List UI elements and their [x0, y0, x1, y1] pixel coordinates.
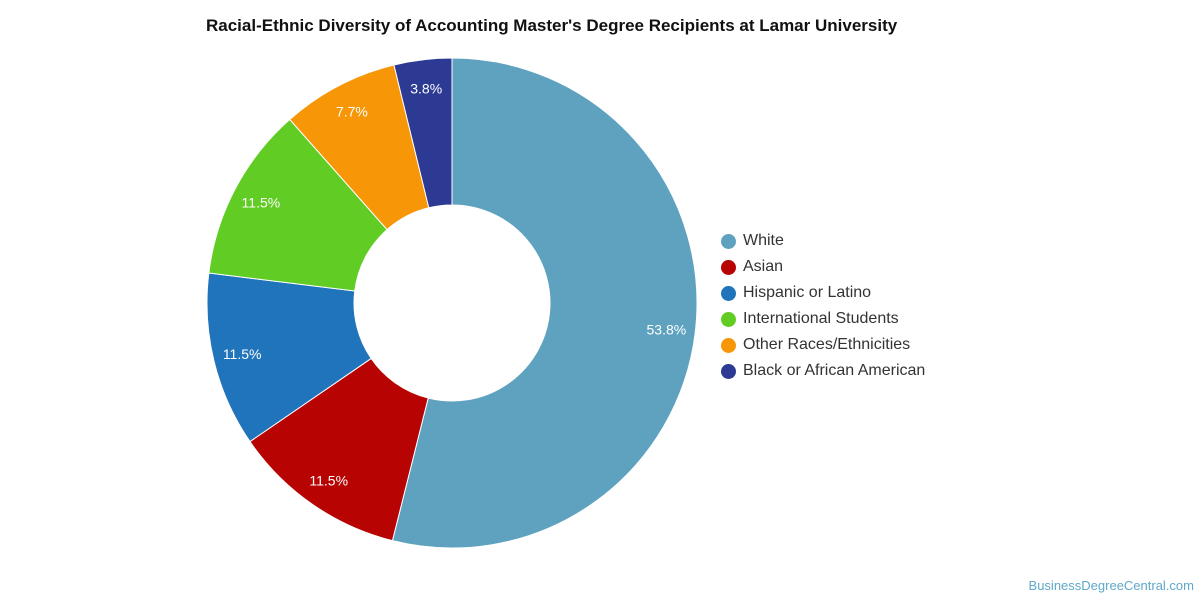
- donut-slice-labels: 53.8% 11.5% 11.5% 11.5% 7.7% 3.8%: [223, 81, 686, 489]
- legend-swatch: [721, 337, 736, 353]
- legend-item-hispanic-or-latino[interactable]: Hispanic or Latino: [721, 280, 925, 306]
- donut-slice-white[interactable]: [391, 57, 698, 549]
- legend-label: Asian: [743, 258, 784, 275]
- legend-swatch: [721, 285, 736, 301]
- legend-item-other-races-ethnicities[interactable]: Other Races/Ethnicities: [721, 332, 925, 358]
- chart-legend: White Asian Hispanic or Latino Internationa…: [721, 228, 925, 384]
- source-credit[interactable]: BusinessDegreeCentral.com: [1028, 578, 1194, 593]
- legend-item-white[interactable]: White: [721, 228, 925, 254]
- slice-value-label: 11.5%: [223, 346, 262, 362]
- chart-title: Racial-Ethnic Diversity of Accounting Ma…: [206, 16, 898, 35]
- legend-swatch: [721, 311, 736, 327]
- legend-label: Other Races/Ethnicities: [743, 336, 911, 353]
- donut-slice-black-or-african-american[interactable]: [393, 57, 453, 209]
- donut-slice-hispanic-or-latino[interactable]: [206, 272, 372, 443]
- legend-swatch: [721, 363, 736, 379]
- slice-value-label: 11.5%: [309, 472, 348, 488]
- legend-label: Black or African American: [743, 362, 926, 379]
- slice-value-label: 3.8%: [410, 81, 442, 97]
- legend-label: White: [743, 232, 784, 249]
- slice-value-label: 53.8%: [647, 321, 687, 337]
- legend-item-international-students[interactable]: International Students: [721, 306, 925, 332]
- slice-value-label: 7.7%: [336, 104, 368, 120]
- legend-label: Hispanic or Latino: [743, 284, 872, 301]
- legend-label: International Students: [743, 310, 899, 327]
- legend-item-asian[interactable]: Asian: [721, 254, 925, 280]
- donut-slice-international-students[interactable]: [208, 118, 388, 292]
- legend-swatch: [721, 259, 736, 275]
- donut-slices: [206, 57, 698, 549]
- legend-swatch: [721, 233, 736, 249]
- donut-slice-asian[interactable]: [249, 357, 429, 542]
- legend-item-black-or-african-american[interactable]: Black or African American: [721, 358, 925, 384]
- slice-value-label: 11.5%: [242, 194, 281, 210]
